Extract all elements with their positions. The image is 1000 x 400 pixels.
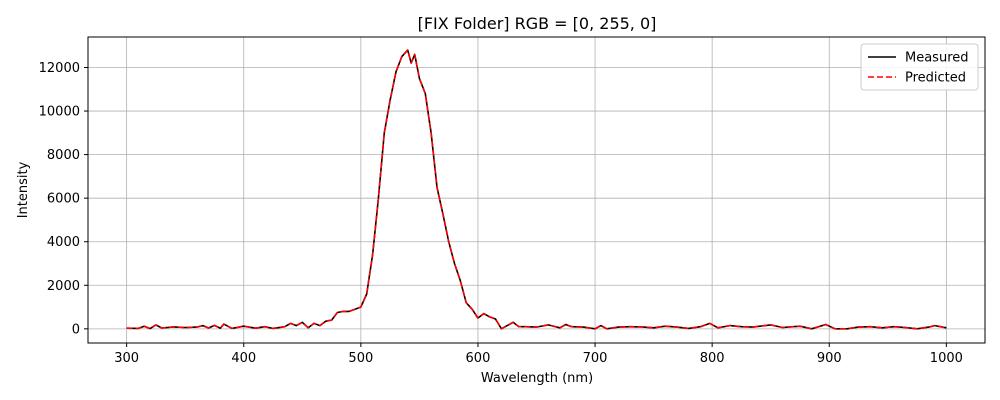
y-tick-label: 12000 [39,61,80,76]
legend-box [860,43,979,91]
y-tick-label: 6000 [47,192,80,207]
legend-label-measured: Measured [905,51,969,66]
y-axis-label: Intensity [16,161,31,218]
x-tick-label: 1000 [930,351,963,366]
legend-label-predicted: Predicted [905,71,966,86]
grid [88,37,985,343]
x-tick-label: 500 [348,351,373,366]
series-line-predicted [126,49,947,330]
x-tick-label: 600 [466,351,491,366]
y-tick-label: 10000 [39,105,80,120]
plot-frame [87,36,986,344]
y-tick-label: 4000 [47,235,80,250]
y-tick-label: 8000 [47,148,80,163]
y-tick-label: 0 [72,322,80,337]
series-group [126,49,947,330]
x-tick-label: 300 [114,351,139,366]
axis-ticks: 300 400 500 600 700 800 900 1000020004000600080… [39,61,963,366]
legend: Measured Predicted [860,43,979,91]
chart-title: [FIX Folder] RGB = [0, 255, 0] [418,14,657,33]
x-tick-label: 800 [700,351,725,366]
x-tick-label: 400 [231,351,256,366]
series-line-measured [126,49,947,330]
y-tick-label: 2000 [47,279,80,294]
x-tick-label: 700 [583,351,608,366]
x-tick-label: 900 [817,351,842,366]
x-axis-label: Wavelength (nm) [481,371,593,386]
